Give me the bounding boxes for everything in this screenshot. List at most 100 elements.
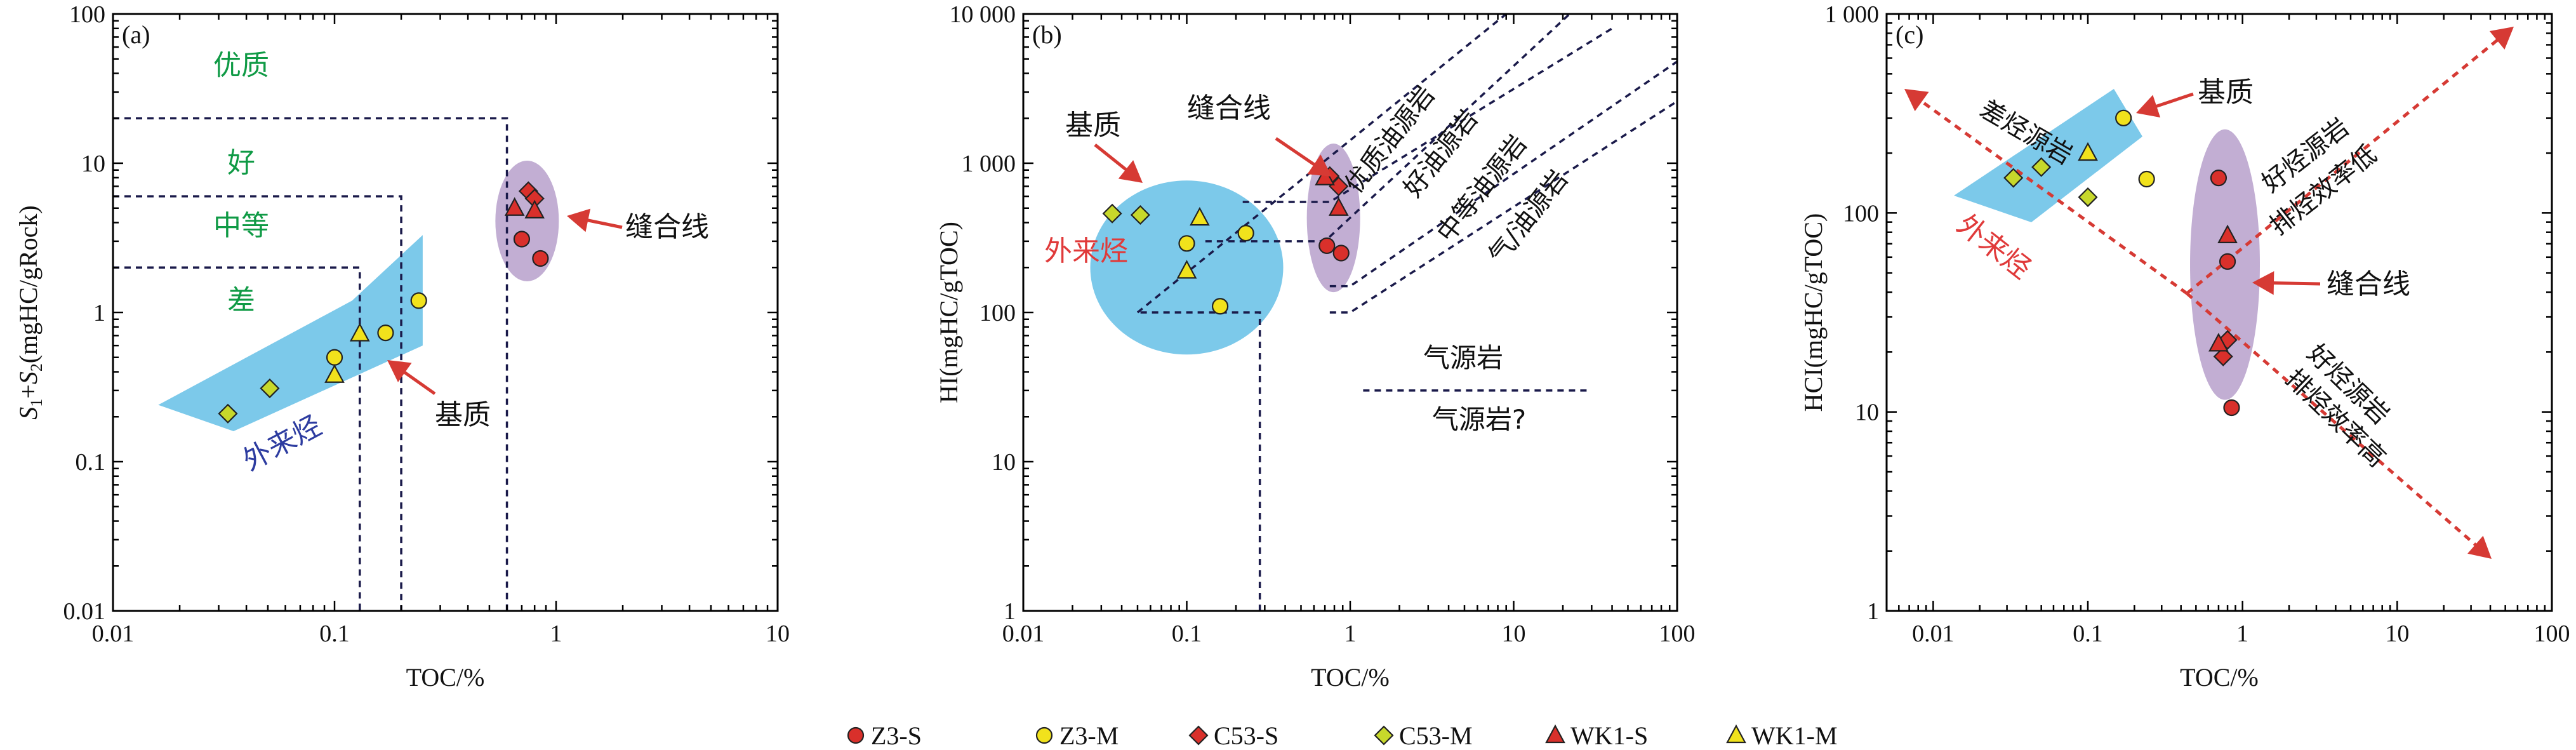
c-arrow-exotic (1911, 93, 2188, 295)
b-point-WK1-M (1190, 206, 1210, 226)
c-matrix-region (1954, 89, 2142, 222)
c-ytick-label: 10 (1855, 399, 1879, 426)
a-grade-label: 差 (227, 284, 255, 316)
legend-marker (1188, 725, 1209, 746)
b-point-C53-M (1130, 204, 1150, 225)
b-panel-label: (b) (1032, 20, 1062, 49)
a-matrix-arrow-head (387, 360, 412, 382)
a-xtick-label: 0.01 (92, 620, 135, 647)
c-xtick-label: 10 (2385, 620, 2409, 647)
b-xlabel: TOC/% (1311, 663, 1390, 692)
b-point-WK1-S (1315, 166, 1335, 185)
legend-label: Z3-S (871, 721, 922, 750)
legend-label: C53-S (1214, 721, 1278, 750)
a-point-Z3-M (377, 325, 394, 342)
a-suture-arrow-head (567, 208, 591, 232)
b-point-WK1-S (1328, 197, 1349, 216)
a-ylabel: S1+S2(mgHC/gRock) (14, 205, 46, 419)
b-ytick-label: 10 (992, 449, 1016, 476)
legend-item: C53-M (1374, 721, 1473, 750)
c-point-Z3-M (2138, 170, 2155, 188)
c-ylabel: HCI(mgHC/gTOC) (1799, 213, 1828, 412)
b-point-Z3-S (1332, 244, 1350, 262)
a-point-Z3-S (532, 250, 549, 267)
c-arrow-low-efficiency (2186, 32, 2507, 295)
a-suture-region (495, 160, 559, 281)
c-point-Z3-M (2115, 109, 2132, 126)
c-xtick-label: 100 (2534, 620, 2570, 647)
c-arrow-high-efficiency (2186, 292, 2485, 554)
legend-item: WK1-M (1726, 721, 1838, 750)
a-xtick-label: 1 (550, 620, 562, 647)
b-point-Z3-M (1211, 298, 1229, 315)
legend-label: C53-M (1399, 721, 1473, 750)
c-point-C53-M (2078, 187, 2098, 208)
legend-item: Z3-M (1035, 721, 1119, 750)
a-grade-label: 中等 (213, 210, 269, 242)
a-ytick-label: 1 (93, 300, 105, 326)
a-matrix-region (158, 235, 423, 432)
legend-marker (1374, 725, 1394, 746)
b-gas-uncertain-label: 气源岩? (1432, 404, 1526, 435)
c-ytick-label: 100 (1843, 200, 1879, 227)
a-grade-label: 好 (227, 147, 255, 179)
b-point-Z3-M (1178, 235, 1195, 252)
a-point-Z3-M (326, 349, 343, 366)
b-exotic-label: 外来烃 (1044, 235, 1128, 267)
c-ytick-label: 1 000 (1825, 1, 1880, 28)
c-arrow-low-efficiency-head (2489, 27, 2514, 50)
a-frame (112, 13, 779, 612)
a-ytick-label: 0.1 (76, 449, 106, 476)
c-axes: 0.01 0.1 1 10 100 1 10 100 1 000 TOC/% (c) (1825, 1, 2570, 692)
c-point-C53-S (2213, 346, 2233, 366)
a-ytick-label: 0.01 (63, 598, 106, 625)
b-ytick-label: 1 000 (962, 151, 1016, 177)
a-threshold-excellent (113, 117, 508, 611)
legend-item: C53-S (1188, 721, 1278, 750)
b-xtick-label: 100 (1659, 620, 1696, 647)
c-matrix-label: 基质 (2198, 76, 2254, 109)
a-point-C53-M (260, 378, 280, 399)
a-suture-label: 缝合线 (625, 211, 709, 243)
c-point-WK1-S (2208, 333, 2229, 352)
b-point-C53-M (1102, 203, 1122, 224)
b-suture-arrow-head (1307, 154, 1332, 177)
b-axes: 0.01 0.1 1 10 100 1 10 100 1 000 10 000 TOC/% (b) (950, 1, 1696, 692)
legend: Z3-S Z3-M C53-S C53-M WK1-S WK1-M (847, 721, 1838, 750)
c-point-WK1-M (2078, 142, 2098, 161)
b-boundary-low (1137, 311, 1261, 611)
a-point-WK1-M (324, 364, 345, 383)
b-matrix-label: 基质 (1065, 109, 1121, 142)
b-point-WK1-M (1176, 260, 1197, 279)
a-panel-label: (a) (122, 20, 150, 49)
legend-marker (1545, 724, 1565, 744)
b-ylabel: HI(mgHC/gTOC) (934, 222, 963, 403)
b-xtick-label: 0.1 (1172, 620, 1202, 647)
legend-item: WK1-S (1545, 721, 1648, 750)
a-point-C53-M (218, 403, 238, 424)
c-suture-label: 缝合线 (2327, 268, 2410, 300)
c-panel-label: (c) (1895, 20, 1923, 49)
a-xtick-label: 0.1 (319, 620, 350, 647)
a-ytick-label: 10 (81, 151, 105, 177)
a-threshold-medium (113, 266, 361, 611)
legend-item: Z3-S (847, 721, 922, 750)
c-exotic-label: 外来烃 (1951, 208, 2036, 285)
legend-marker (1035, 727, 1053, 744)
legend-label: WK1-S (1570, 721, 1648, 750)
c-point-C53-M (2003, 168, 2024, 188)
a-point-Z3-S (513, 231, 531, 248)
b-matrix-arrow-head (1118, 160, 1143, 183)
a-point-WK1-S (504, 197, 525, 216)
b-xtick-label: 0.01 (1002, 620, 1045, 647)
b-xtick-label: 10 (1502, 620, 1526, 647)
b-suture-label: 缝合线 (1187, 92, 1271, 124)
legend-marker (847, 727, 865, 744)
a-axes: 0.01 0.1 1 10 0.01 0.1 1 10 100 TOC/% (a) (63, 1, 790, 692)
legend-marker (1726, 724, 1746, 744)
legend-label: WK1-M (1751, 721, 1838, 750)
c-point-Z3-S (2219, 253, 2236, 270)
a-ytick-label: 100 (69, 1, 105, 28)
a-grade-label: 优质 (213, 49, 269, 81)
